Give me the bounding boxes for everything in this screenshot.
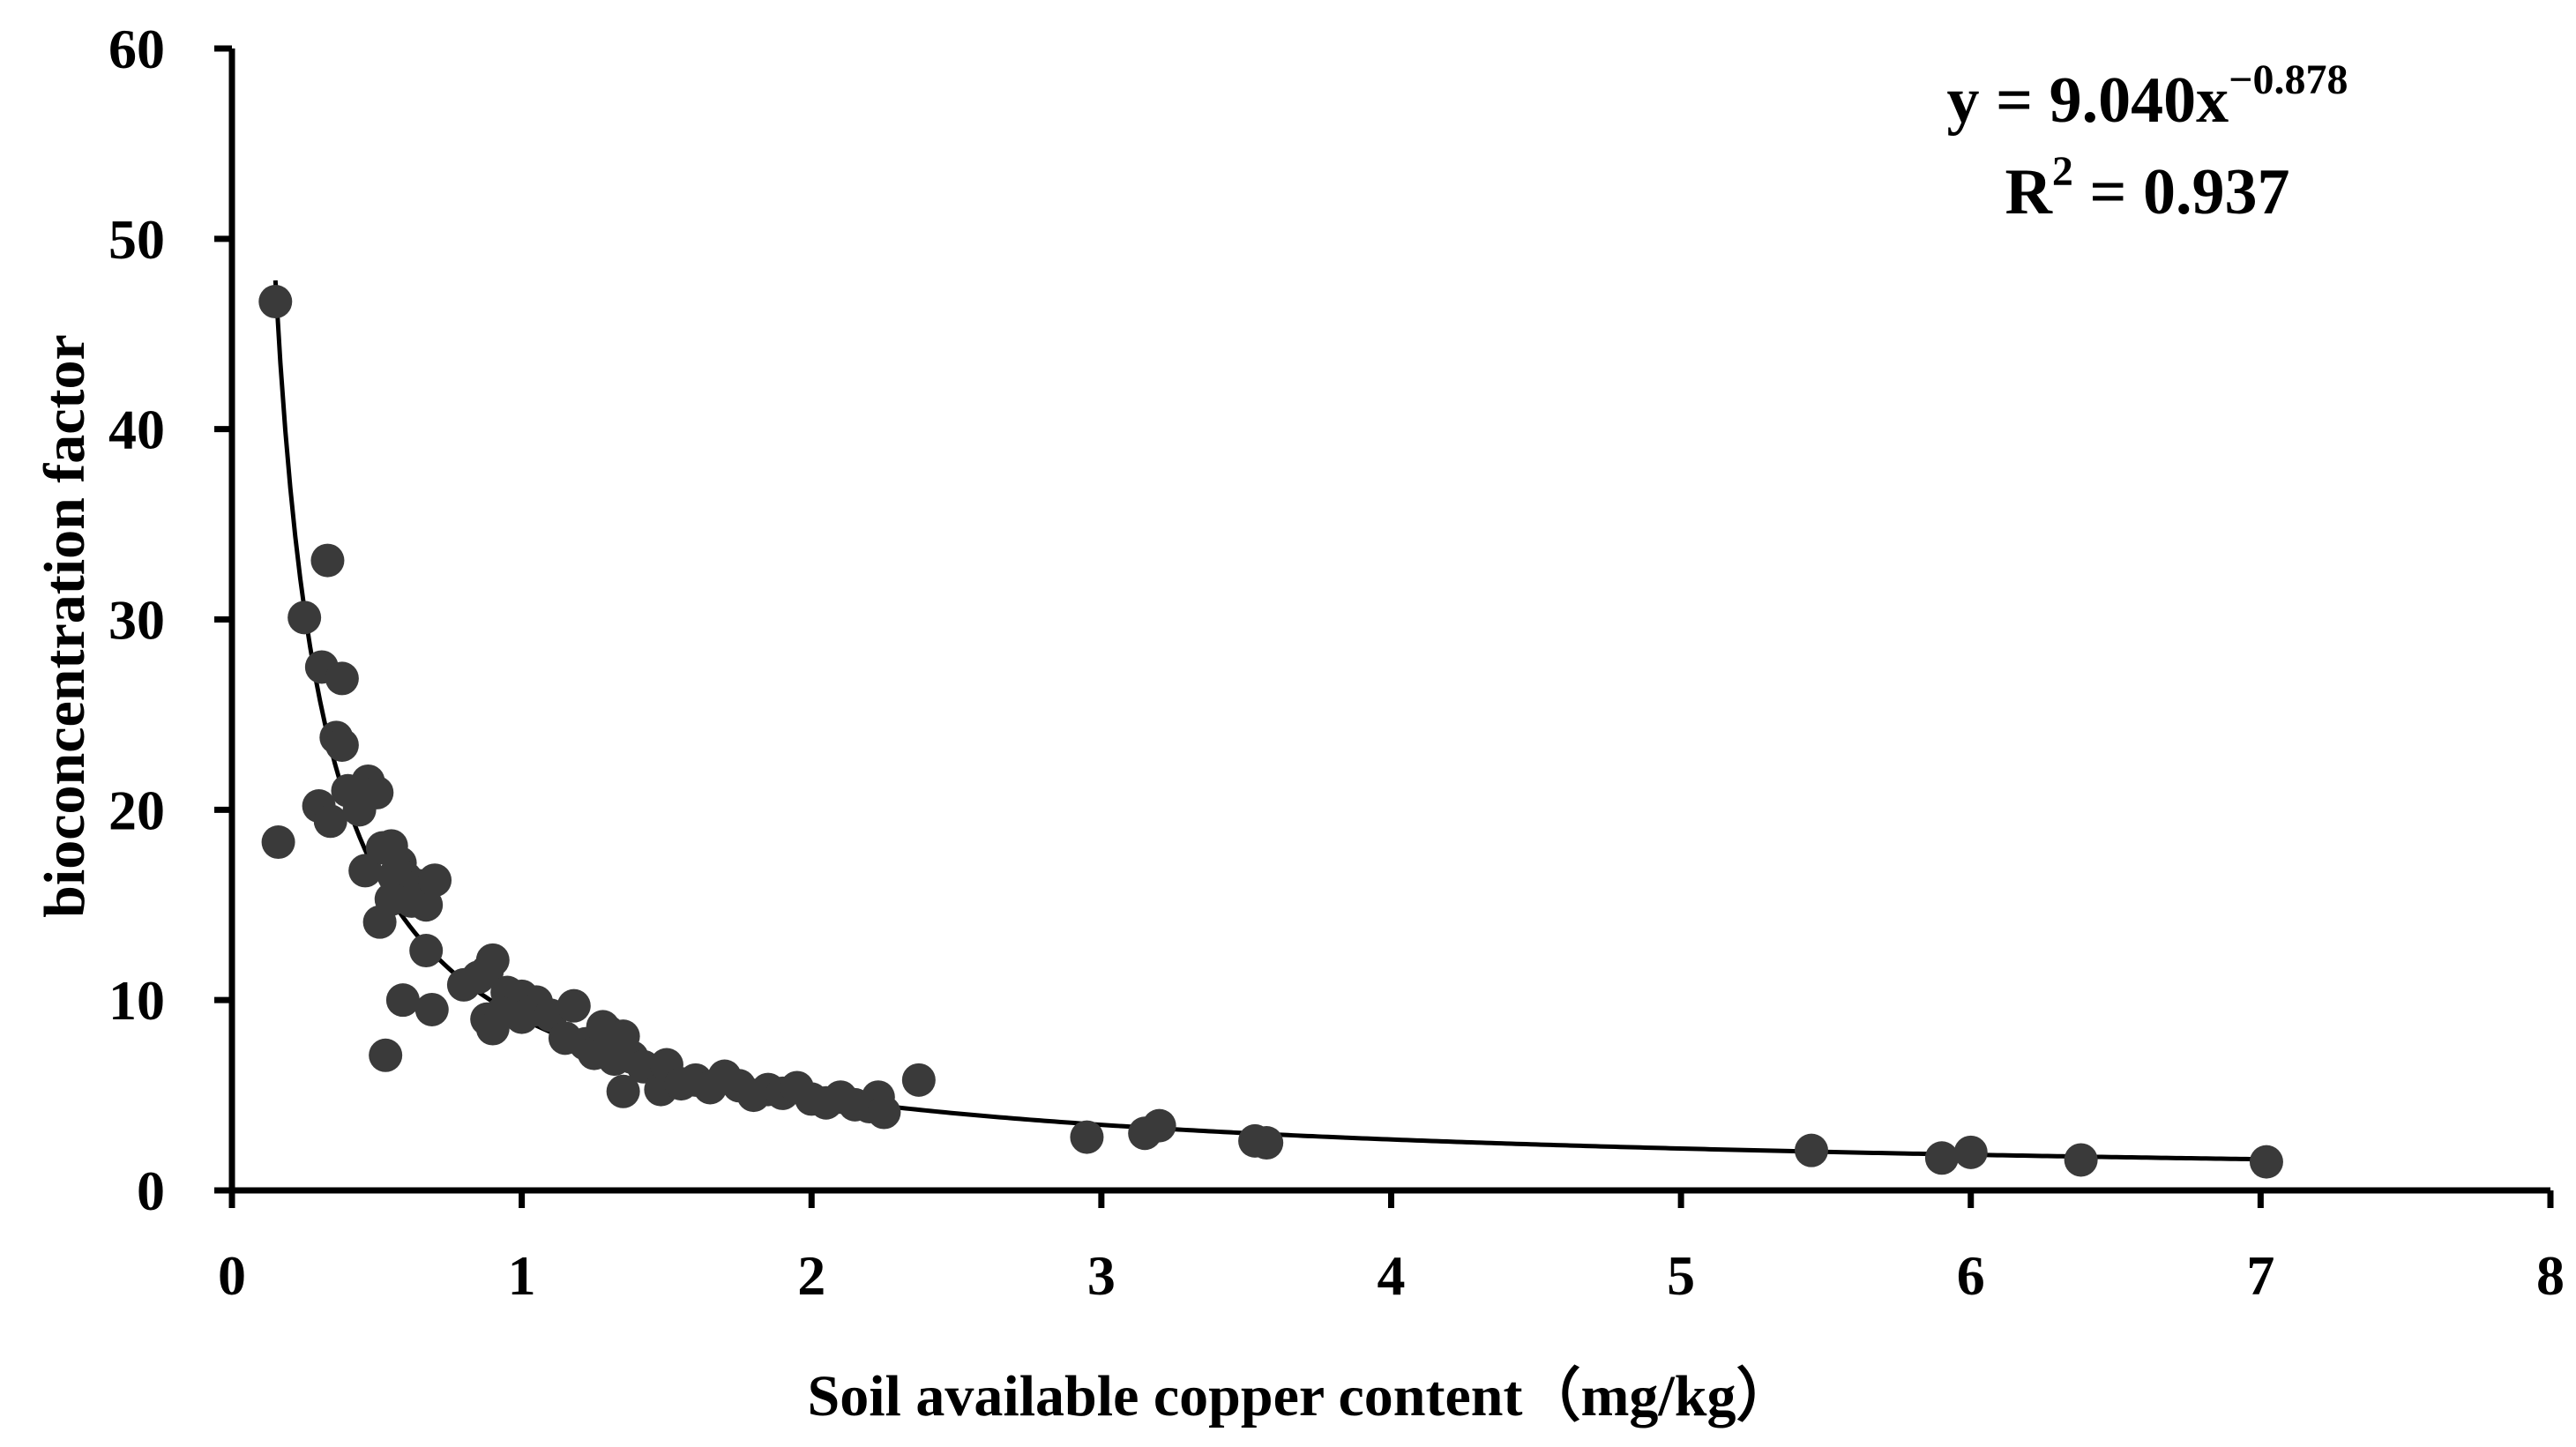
x-tick-label: 4 xyxy=(1378,1244,1406,1307)
x-tick-label: 7 xyxy=(2246,1244,2274,1307)
data-point xyxy=(475,943,510,977)
data-point xyxy=(409,934,444,968)
data-point xyxy=(901,1063,936,1097)
x-tick-label: 6 xyxy=(1957,1244,1985,1307)
r2-exponent: 2 xyxy=(2052,148,2073,195)
data-point xyxy=(418,863,452,898)
data-point xyxy=(287,600,322,635)
y-tick-label: 0 xyxy=(137,1160,165,1222)
x-tick-label: 1 xyxy=(508,1244,536,1307)
data-point xyxy=(261,825,295,860)
x-tick-label: 2 xyxy=(797,1244,825,1307)
y-tick-label: 20 xyxy=(108,779,165,841)
r2-prefix: R xyxy=(2005,156,2053,228)
data-point xyxy=(556,988,591,1023)
data-point xyxy=(348,854,383,888)
data-point xyxy=(325,727,359,762)
data-point xyxy=(385,983,420,1018)
data-point xyxy=(1953,1135,1988,1169)
data-point xyxy=(1250,1126,1284,1160)
data-point xyxy=(360,775,394,809)
data-point xyxy=(258,285,293,319)
x-axis-label: Soil available copper content（mg/kg） xyxy=(808,1363,1795,1428)
data-point xyxy=(1070,1120,1104,1154)
data-point xyxy=(369,1038,403,1072)
x-tick-label: 0 xyxy=(218,1244,246,1307)
y-axis-label: bioconcentration factor xyxy=(33,334,97,918)
equation-prefix: y = 9.040x xyxy=(1946,64,2229,137)
x-tick-label: 3 xyxy=(1087,1244,1116,1307)
data-point xyxy=(1924,1141,1959,1175)
data-point xyxy=(1795,1133,1829,1167)
y-tick-label: 60 xyxy=(108,18,165,80)
points-layer xyxy=(258,285,2283,1179)
data-point xyxy=(313,804,347,839)
y-tick-label: 40 xyxy=(108,399,165,461)
r2-suffix: = 0.937 xyxy=(2073,156,2290,228)
data-point xyxy=(325,661,359,696)
equation-exponent: −0.878 xyxy=(2229,56,2348,103)
r2-annotation: R2 = 0.937 xyxy=(2005,148,2289,228)
equation-annotation: y = 9.040x−0.878 xyxy=(1946,56,2348,137)
data-point xyxy=(867,1095,901,1130)
data-point xyxy=(2249,1145,2283,1179)
data-point xyxy=(606,1074,640,1108)
x-tick-label: 5 xyxy=(1667,1244,1695,1307)
data-point xyxy=(374,882,408,916)
data-point xyxy=(2064,1143,2098,1177)
y-tick-label: 50 xyxy=(108,208,165,271)
data-point xyxy=(310,543,345,578)
ticks-layer: 0 1 2 3 4 5 6 7 8 0 10 20 30 40 50 60 xyxy=(108,18,2565,1307)
y-tick-label: 10 xyxy=(108,969,165,1032)
data-point xyxy=(1142,1108,1176,1143)
y-tick-label: 30 xyxy=(108,589,165,652)
data-point xyxy=(414,992,449,1026)
x-tick-label: 8 xyxy=(2536,1244,2565,1307)
